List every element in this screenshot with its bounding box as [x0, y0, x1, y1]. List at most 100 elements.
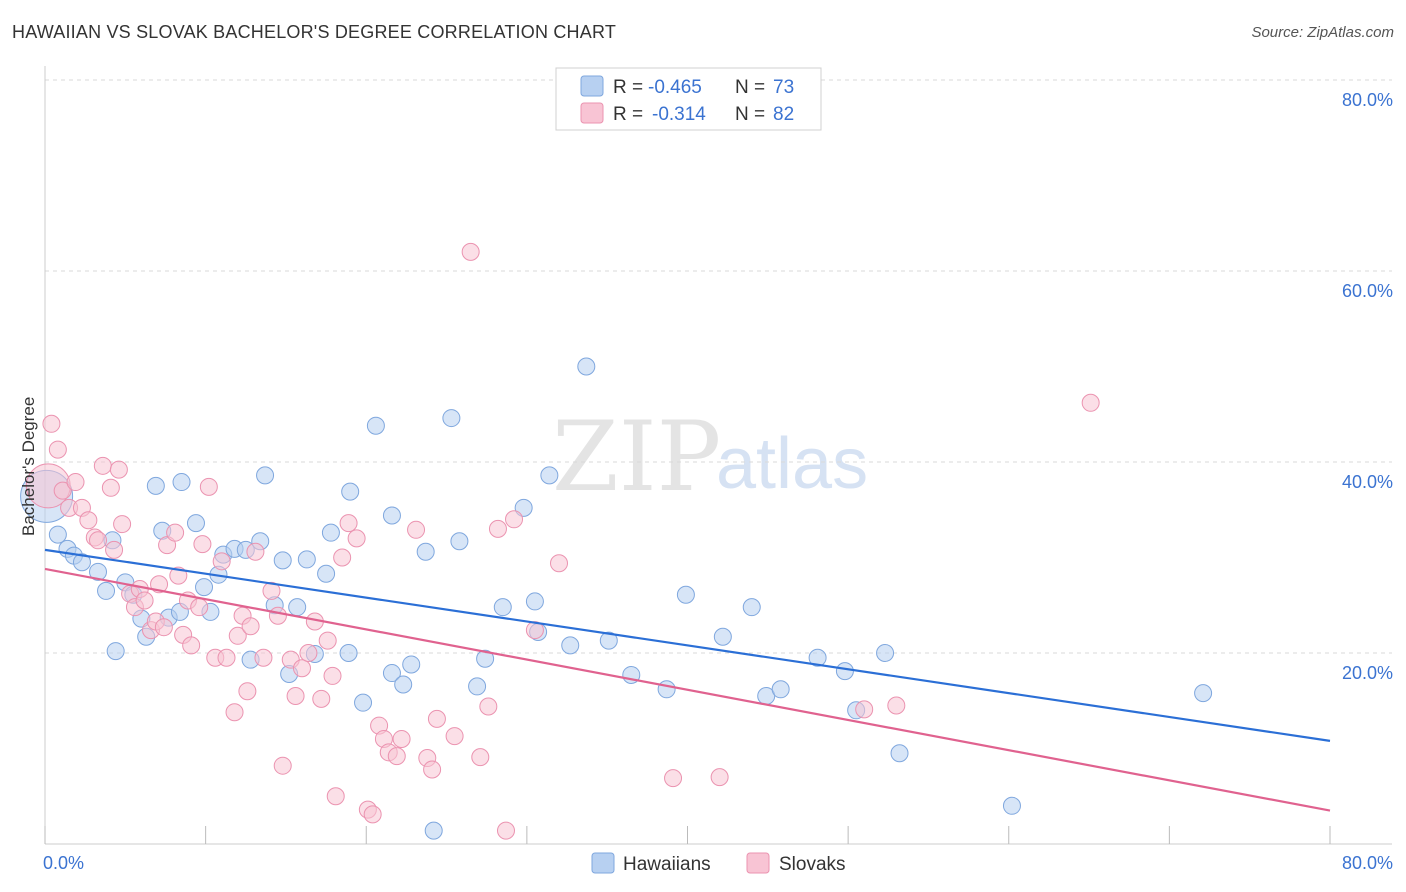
hawaiians-point-36	[339, 644, 358, 662]
hawaiians-point-61	[713, 627, 732, 646]
hawaiians-point-41	[382, 664, 401, 683]
hawaiians-point-71	[1194, 684, 1213, 703]
slovaks-point-1	[42, 414, 61, 433]
hawaiians-point-19	[195, 578, 214, 597]
slovaks-n-label: N =	[735, 104, 765, 125]
slovaks-point-9	[89, 531, 108, 550]
hawaiians-point-60	[676, 585, 695, 604]
slovaks-point-53	[326, 787, 345, 806]
grid-lines	[45, 79, 1392, 654]
slovaks-point-5	[66, 473, 85, 492]
source-credit: Source: ZipAtlas.com	[1251, 24, 1394, 41]
hawaiians-point-68	[876, 644, 895, 662]
hawaiians-point-70	[1002, 796, 1021, 815]
hawaiians-point-39	[366, 416, 385, 435]
hawaiians-r-value: -0.465	[648, 77, 702, 98]
slovaks-point-58	[363, 805, 382, 824]
slovaks-point-36	[228, 626, 247, 645]
trend-lines	[44, 548, 1331, 812]
slovaks-r-value: -0.314	[652, 104, 706, 125]
legend-slovaks-label: Slovaks	[779, 854, 846, 875]
slovaks-point-79	[855, 700, 874, 719]
tick-labels: 20.0% 40.0% 60.0% 80.0% 0.0% 80.0%	[43, 90, 1393, 873]
slovaks-n-value: 82	[773, 104, 794, 125]
y-tick-label-40: 40.0%	[1342, 472, 1393, 492]
hawaiians-point-66	[835, 662, 854, 681]
slovaks-point-47	[293, 659, 311, 678]
hawaiians-trend-line	[44, 548, 1331, 742]
slovaks-point-7	[79, 511, 98, 530]
hawaiians-point-35	[321, 523, 340, 542]
y-tick-label-60: 60.0%	[1342, 281, 1393, 301]
hawaiians-stat-swatch	[580, 75, 604, 97]
hawaiians-point-65	[808, 648, 827, 667]
hawaiians-point-50	[493, 598, 512, 617]
hawaiians-point-31	[288, 598, 307, 617]
slovaks-point-68	[445, 727, 464, 746]
slovaks-point-54	[333, 548, 352, 567]
slovaks-point-46	[286, 686, 305, 705]
slovaks-point-70	[471, 748, 490, 767]
hawaiians-point-6	[97, 581, 116, 600]
hawaiians-point-38	[354, 693, 373, 712]
y-axis-label: Bachelor's Degree	[19, 397, 38, 536]
slovaks-r-label: R =	[613, 104, 643, 125]
hawaiians-point-55	[561, 636, 580, 655]
slovaks-point-64	[407, 520, 426, 539]
slovaks-point-50	[312, 689, 331, 708]
slovaks-point-63	[392, 729, 411, 748]
hawaiians-point-32	[297, 550, 316, 569]
slovaks-point-62	[387, 747, 406, 766]
slovaks-point-76	[550, 554, 568, 573]
y-tick-label-20: 20.0%	[1342, 663, 1393, 683]
hawaiians-point-47	[450, 532, 469, 551]
slovaks-points	[25, 242, 1100, 840]
hawaiians-point-37	[341, 482, 360, 501]
hawaiians-point-52	[525, 592, 544, 611]
hawaiians-point-42	[394, 675, 413, 694]
hawaiians-r-label: R =	[613, 77, 643, 98]
slovaks-point-51	[318, 631, 337, 650]
slovaks-point-81	[887, 696, 906, 715]
hawaiians-point-62	[742, 598, 761, 617]
legend: Hawaiians Slovaks	[591, 852, 846, 875]
x-tick-label-left: 0.0%	[43, 853, 84, 873]
hawaiians-point-4	[72, 553, 91, 572]
slovaks-point-30	[193, 535, 212, 554]
slovaks-point-80	[1081, 393, 1100, 412]
hawaiians-point-17	[172, 473, 191, 492]
slovaks-point-14	[113, 515, 132, 534]
watermark-atlas: atlas	[716, 424, 868, 504]
legend-hawaiians-label: Hawaiians	[623, 854, 711, 875]
hawaiians-point-49	[476, 649, 495, 668]
hawaiians-point-13	[146, 476, 165, 495]
slovaks-trend-line	[44, 567, 1331, 812]
slovaks-point-38	[238, 682, 257, 701]
hawaiians-point-5	[89, 562, 108, 581]
slovaks-point-66	[423, 760, 442, 779]
slovaks-point-28	[182, 636, 201, 655]
axes	[44, 66, 1392, 845]
slovaks-point-22	[154, 618, 173, 637]
hawaiians-point-1	[48, 525, 67, 544]
slovaks-point-78	[710, 768, 729, 787]
slovaks-point-13	[109, 460, 128, 479]
slovaks-point-31	[199, 477, 218, 496]
slovaks-point-55	[339, 514, 358, 533]
hawaiians-n-value: 73	[773, 77, 794, 98]
hawaiians-point-43	[402, 655, 421, 674]
slovaks-point-11	[101, 478, 120, 497]
stats-box: R = -0.465 N = 73 R = -0.314 N = 82	[555, 67, 822, 131]
slovaks-point-39	[241, 617, 260, 636]
slovaks-point-44	[273, 756, 292, 775]
hawaiians-n-label: N =	[735, 77, 765, 98]
slovaks-point-35	[225, 703, 244, 722]
hawaiians-point-54	[540, 466, 559, 485]
legend-hawaiians-swatch	[591, 852, 615, 874]
slovaks-stat-swatch	[580, 102, 604, 124]
slovaks-point-74	[505, 510, 524, 529]
watermark-zip: ZIP	[552, 401, 721, 513]
slovaks-point-12	[105, 540, 124, 559]
slovaks-point-69	[461, 242, 480, 261]
